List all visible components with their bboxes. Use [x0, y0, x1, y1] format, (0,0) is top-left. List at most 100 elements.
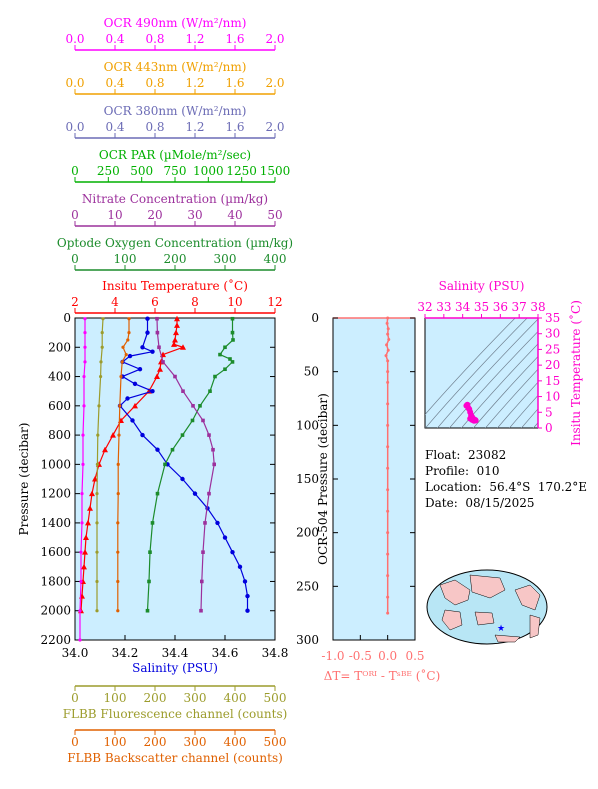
ts-data-point: [467, 415, 474, 422]
data-point-oxygen: [180, 433, 185, 437]
data-point-nitrate: [161, 360, 165, 364]
delta-t-data-point: [386, 370, 390, 374]
tick-label-ocr380: 2.0: [265, 120, 284, 134]
data-point-backscatter: [120, 360, 124, 364]
data-point-fluorescence: [95, 492, 99, 496]
tick-label-temperature: 10: [227, 295, 242, 309]
tick-label-fluorescence: 0: [71, 691, 79, 705]
data-point-temperature: [132, 402, 138, 409]
data-point-oxygen: [190, 418, 195, 423]
density-contour: [436, 318, 538, 428]
data-point-salinity: [230, 549, 235, 555]
delta-t-data-point: [386, 359, 390, 363]
ts-x-tick-label: 32: [417, 300, 432, 314]
data-point-fluorescence: [97, 404, 101, 408]
data-point-salinity: [125, 396, 130, 401]
tick-label-fluorescence: 500: [264, 691, 287, 705]
data-point-salinity: [140, 345, 145, 350]
tick-label-ocr490: 0.0: [65, 32, 84, 46]
tick-label-oxygen: 300: [214, 252, 237, 266]
ts-x-tick-label: 37: [512, 300, 527, 314]
data-point-ocr490: [83, 360, 87, 364]
tick-label-salinity: 34.2: [112, 646, 139, 660]
data-point-ocr490: [83, 331, 87, 335]
tick-label-salinity: 34.8: [262, 646, 289, 660]
data-point-fluorescence: [95, 579, 99, 584]
map-land-africa: [441, 609, 463, 631]
delta-t-series-line: [385, 317, 390, 614]
data-point-salinity: [137, 367, 143, 372]
ts-y-tick-label: 20: [545, 358, 560, 372]
data-point-oxygen: [148, 550, 152, 554]
data-point-oxygen: [223, 345, 227, 350]
data-point-fluorescence: [100, 345, 104, 349]
tick-label-ocr380: 1.2: [185, 120, 204, 134]
tick-label-oxygen: 400: [264, 252, 287, 266]
delta-t-data-point: [386, 402, 390, 406]
data-point-nitrate: [181, 389, 185, 393]
data-point-ocr490: [78, 609, 82, 613]
data-point-temperature: [85, 519, 91, 526]
data-point-nitrate: [207, 491, 211, 496]
tick-label-ocr380: 1.6: [225, 120, 244, 134]
density-contour: [496, 381, 538, 428]
data-point-fluorescence: [95, 521, 99, 525]
data-point-oxygen: [163, 462, 167, 467]
data-point-nitrate: [201, 418, 205, 423]
tick-label-ocr490: 2.0: [265, 32, 284, 46]
float-label: Float: 23082: [425, 448, 507, 462]
tick-label-ocr443: 1.2: [185, 76, 204, 90]
tick-label-par: 1500: [260, 164, 291, 178]
tick-label-ocr443: 1.6: [225, 76, 244, 90]
axis-title-oxygen: Optode Oxygen Concentration (µm/kg): [57, 236, 293, 250]
data-point-salinity: [245, 608, 250, 613]
data-point-salinity: [192, 491, 198, 496]
axis-title-backscatter: FLBB Backscatter channel (counts): [67, 751, 283, 765]
tick-label-par: 1250: [226, 164, 257, 178]
data-point-temperature: [110, 432, 116, 438]
tick-label-temperature: 12: [267, 295, 282, 309]
data-point-nitrate: [207, 433, 211, 437]
tick-label-ocr490: 1.6: [225, 32, 244, 46]
data-point-salinity: [150, 349, 155, 354]
data-point-ocr490: [78, 638, 82, 642]
tick-label-ocr490: 0.8: [145, 32, 164, 46]
tick-label-fluorescence: 400: [224, 691, 247, 705]
data-point-temperature: [157, 366, 163, 372]
delta-t-data-point: [386, 509, 390, 513]
ts-x-axis-title: Salinity (PSU): [439, 279, 525, 293]
data-point-temperature: [173, 329, 179, 336]
axis-title-par: OCR PAR (µMole/m²/sec): [99, 148, 251, 162]
tick-label-oxygen: 0: [71, 252, 79, 266]
map-land-antarctica: [494, 634, 521, 643]
data-point-fluorescence: [95, 609, 99, 613]
data-point-salinity: [215, 520, 220, 526]
data-point-salinity: [140, 432, 145, 438]
delta-t-plot-area: [332, 317, 416, 641]
profile-label: Profile: 010: [425, 464, 500, 478]
pressure-tick-label: 1200: [40, 487, 71, 501]
data-point-ocr490: [79, 579, 83, 584]
delta-t-data-point: [386, 488, 390, 492]
delta-t-x-tick-label: 0.0: [378, 649, 397, 663]
data-point-oxygen: [213, 374, 217, 379]
data-point-oxygen: [230, 330, 235, 335]
tick-label-temperature: 8: [191, 295, 199, 309]
tick-label-fluorescence: 200: [144, 691, 167, 705]
pressure-tick-label: 800: [48, 428, 71, 442]
delta-t-data-point: [386, 380, 390, 384]
float-location-star: ★: [497, 624, 505, 634]
axis-title-nitrate: Nitrate Concentration (µm/kg): [82, 192, 268, 206]
tick-label-salinity: 34.6: [212, 646, 239, 660]
tick-label-fluorescence: 300: [184, 691, 207, 705]
data-point-nitrate: [173, 374, 177, 379]
ts-y-tick-label: 35: [545, 311, 560, 325]
data-point-salinity: [132, 381, 138, 387]
date-label: Date: 08/15/2025: [425, 496, 535, 510]
data-point-nitrate: [203, 521, 207, 525]
main-plot-area: [74, 317, 276, 641]
data-point-nitrate: [155, 330, 160, 335]
tick-label-par: 0: [71, 164, 79, 178]
map-land-north-america: [514, 584, 541, 611]
